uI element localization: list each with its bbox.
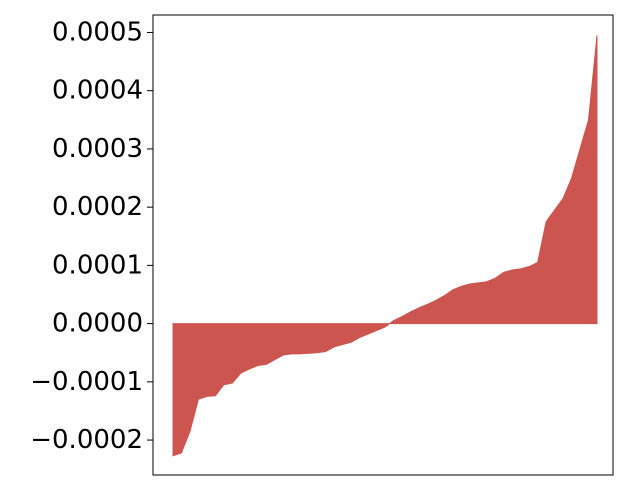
area-fill	[173, 35, 597, 456]
y-tick-label: 0.0000	[52, 309, 143, 339]
y-tick-label: 0.0001	[52, 250, 143, 280]
y-tick-label: 0.0004	[52, 76, 143, 106]
y-tick-label: 0.0005	[52, 17, 143, 47]
y-tick-label: 0.0003	[52, 134, 143, 164]
y-axis: 0.0005 0.0004 0.0003 0.0002 0.0001 0.0000 −0.0…	[30, 17, 153, 455]
y-tick-label: −0.0002	[30, 425, 143, 455]
area-edge-line	[172, 35, 598, 457]
y-tick-label: 0.0002	[52, 192, 143, 222]
plot-frame	[152, 14, 614, 476]
y-tick-label: −0.0001	[30, 367, 143, 397]
